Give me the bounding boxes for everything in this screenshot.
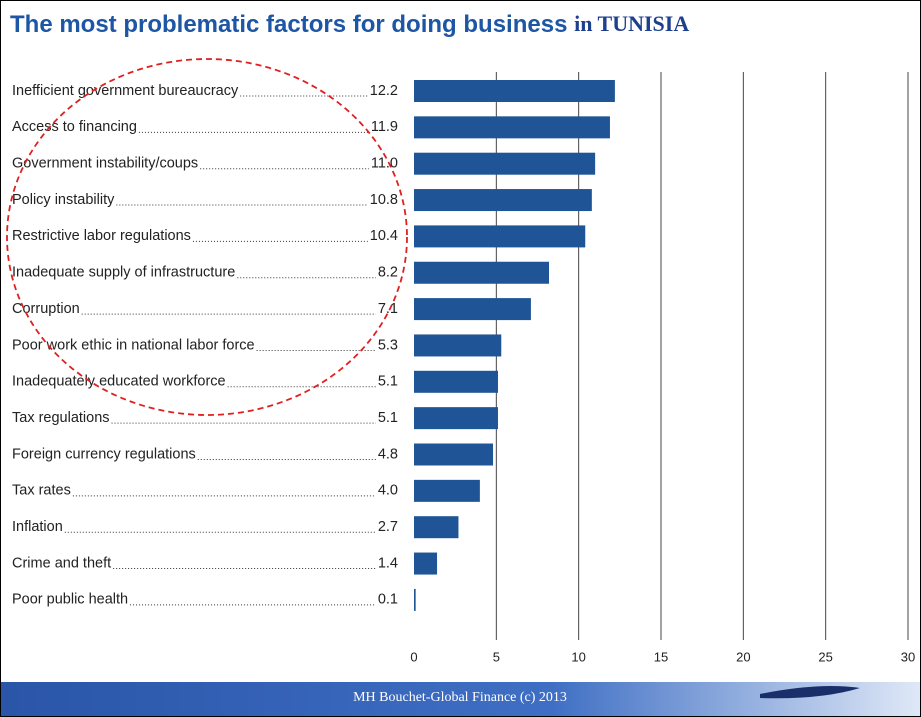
chart-title: The most problematic factors for doing b… bbox=[10, 11, 689, 38]
bar bbox=[414, 334, 502, 357]
footer-swoosh bbox=[760, 686, 860, 699]
value-label: 7.1 bbox=[378, 301, 398, 317]
value-label: 12.2 bbox=[370, 83, 398, 99]
bar bbox=[414, 80, 615, 102]
footer-text: MH Bouchet-Global Finance (c) 2013 bbox=[353, 690, 567, 705]
category-label: Access to financing bbox=[12, 119, 137, 135]
category-label: Crime and theft bbox=[12, 555, 111, 571]
title-country: in TUNISIA bbox=[574, 11, 689, 36]
bar bbox=[414, 588, 416, 611]
value-label: 2.7 bbox=[378, 519, 398, 535]
title-main: The most problematic factors for doing b… bbox=[10, 11, 567, 38]
bar bbox=[414, 479, 480, 502]
bar bbox=[414, 516, 459, 539]
value-label: 5.1 bbox=[378, 410, 398, 426]
value-label: 5.1 bbox=[378, 374, 398, 390]
x-tick-label: 15 bbox=[654, 649, 668, 664]
value-label: 10.4 bbox=[370, 228, 398, 244]
value-label: 11.9 bbox=[371, 119, 398, 135]
x-tick-label: 30 bbox=[901, 649, 915, 664]
category-label: Inadequately educated workforce bbox=[12, 374, 226, 390]
category-label: Tax rates bbox=[12, 483, 71, 499]
category-label: Poor work ethic in national labor force bbox=[12, 337, 255, 353]
value-label: 11.0 bbox=[371, 156, 398, 172]
bar bbox=[414, 370, 498, 393]
x-tick-label: 5 bbox=[493, 649, 500, 664]
category-label: Restrictive labor regulations bbox=[12, 228, 191, 244]
category-label: Government instability/coups bbox=[12, 156, 198, 172]
value-label: 0.1 bbox=[378, 592, 398, 608]
value-label: 4.0 bbox=[378, 483, 398, 499]
x-tick-label: 25 bbox=[818, 649, 832, 664]
bar bbox=[414, 152, 596, 175]
value-label: 1.4 bbox=[378, 555, 398, 571]
bar bbox=[414, 225, 586, 248]
category-label: Inadequate supply of infrastructure bbox=[12, 265, 235, 281]
bar bbox=[414, 552, 438, 575]
highlight-ellipse bbox=[6, 58, 408, 416]
category-label: Foreign currency regulations bbox=[12, 446, 196, 462]
category-label: Inflation bbox=[12, 519, 63, 535]
bar bbox=[414, 298, 531, 321]
category-label: Policy instability bbox=[12, 192, 115, 208]
footer-band bbox=[1, 682, 920, 716]
category-label: Poor public health bbox=[12, 592, 128, 608]
value-label: 5.3 bbox=[378, 337, 398, 353]
x-tick-label: 20 bbox=[736, 649, 750, 664]
value-label: 8.2 bbox=[378, 265, 398, 281]
bar bbox=[414, 443, 494, 466]
category-label: Corruption bbox=[12, 301, 80, 317]
value-label: 4.8 bbox=[378, 446, 398, 462]
bar bbox=[414, 261, 550, 284]
category-label: Inefficient government bureaucracy bbox=[12, 83, 239, 99]
plot: 0 5 10 15 20 25 30 Inefficient government burea… bbox=[12, 72, 915, 664]
bar bbox=[414, 189, 592, 212]
bar bbox=[414, 116, 610, 139]
bar bbox=[414, 407, 498, 430]
category-label: Tax regulations bbox=[12, 410, 110, 426]
value-label: 10.8 bbox=[370, 192, 398, 208]
x-tick-label: 0 bbox=[410, 649, 417, 664]
x-tick-label: 10 bbox=[571, 649, 585, 664]
